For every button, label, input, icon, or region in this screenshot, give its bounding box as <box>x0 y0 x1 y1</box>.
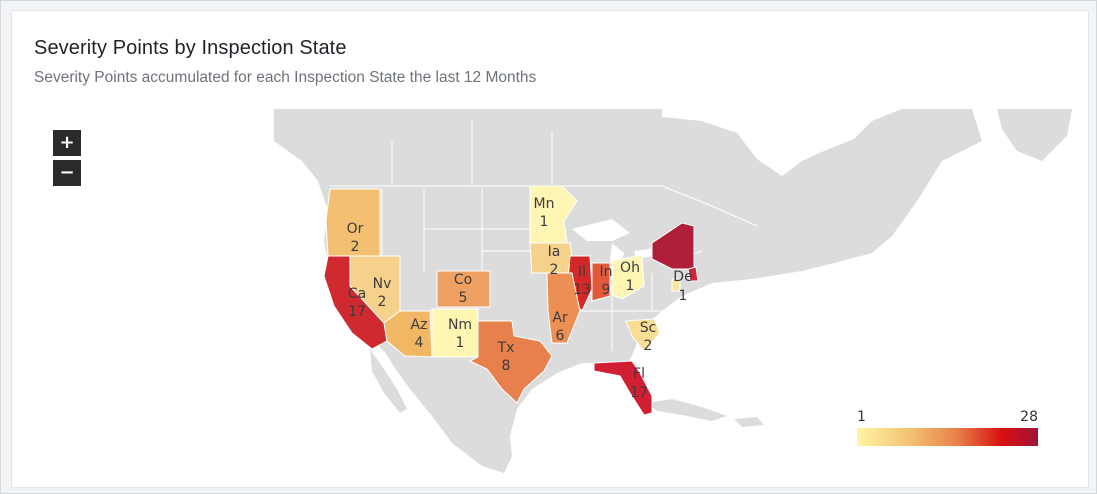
label-or-abbr: Or <box>347 221 364 237</box>
label-co-abbr: Co <box>454 272 472 288</box>
label-fl-abbr: Fl <box>633 366 645 382</box>
state-indiana[interactable] <box>591 262 611 302</box>
state-arizona[interactable] <box>383 310 433 358</box>
label-il-value: 13 <box>573 282 591 298</box>
zoom-out-button[interactable]: − <box>53 160 81 186</box>
state-texas[interactable] <box>468 320 553 404</box>
label-ia-value: 2 <box>550 262 559 278</box>
chart-title: Severity Points by Inspection State <box>34 37 347 59</box>
canada-borders <box>330 121 758 227</box>
label-ca-abbr: Ca <box>348 286 366 302</box>
label-il-abbr: Il <box>578 264 586 280</box>
label-oh-value: 1 <box>626 278 635 294</box>
baja-california <box>370 349 407 413</box>
label-nm-abbr: Nm <box>448 317 472 333</box>
state-labels: Or 2 Ca 17 Nv 2 Az 4 Co 5 Nm 1 Tx 8 Mn 1… <box>347 196 693 401</box>
hispaniola <box>734 417 764 427</box>
label-nv-value: 2 <box>378 294 387 310</box>
label-ar-value: 6 <box>556 328 565 344</box>
label-mn-abbr: Mn <box>534 196 555 212</box>
label-nm-value: 1 <box>456 335 465 351</box>
label-in-abbr: In <box>599 264 612 280</box>
cuba <box>647 399 727 421</box>
label-mn-value: 1 <box>540 214 549 230</box>
label-ca-value: 17 <box>348 304 366 320</box>
label-sc-abbr: Sc <box>640 320 657 336</box>
label-sc-value: 2 <box>644 338 653 354</box>
legend-max-label: 28 <box>1020 409 1038 425</box>
label-co-value: 5 <box>459 290 468 306</box>
greenland <box>997 109 1072 161</box>
label-tx-value: 8 <box>502 358 511 374</box>
label-de-value: 1 <box>679 288 688 304</box>
label-fl-value: 17 <box>630 385 648 401</box>
label-de-abbr: De <box>673 269 692 285</box>
legend-color-bar <box>857 428 1038 446</box>
choropleth-map[interactable]: Or 2 Ca 17 Nv 2 Az 4 Co 5 Nm 1 Tx 8 Mn 1… <box>12 11 1088 487</box>
legend-min-label: 1 <box>857 409 866 425</box>
label-tx-abbr: Tx <box>497 340 515 356</box>
label-ar-abbr: Ar <box>552 310 568 326</box>
state-delaware[interactable] <box>671 278 681 292</box>
zoom-in-button[interactable]: + <box>53 130 81 156</box>
great-lakes <box>572 219 662 273</box>
state-new-jersey[interactable] <box>687 266 699 282</box>
label-or-value: 2 <box>351 239 360 255</box>
label-az-value: 4 <box>415 335 424 351</box>
chart-subtitle: Severity Points accumulated for each Ins… <box>34 69 537 86</box>
label-az-abbr: Az <box>411 317 428 333</box>
state-ohio[interactable] <box>611 254 645 300</box>
label-nv-abbr: Nv <box>373 276 392 292</box>
state-south-carolina[interactable] <box>625 318 661 352</box>
label-in-value: 9 <box>602 282 611 298</box>
state-colorado[interactable] <box>436 270 491 308</box>
state-florida[interactable] <box>593 360 653 416</box>
map-card: Or 2 Ca 17 Nv 2 Az 4 Co 5 Nm 1 Tx 8 Mn 1… <box>11 10 1089 488</box>
state-arkansas[interactable] <box>546 272 581 344</box>
label-oh-abbr: Oh <box>620 260 640 276</box>
label-ia-abbr: Ia <box>548 244 561 260</box>
